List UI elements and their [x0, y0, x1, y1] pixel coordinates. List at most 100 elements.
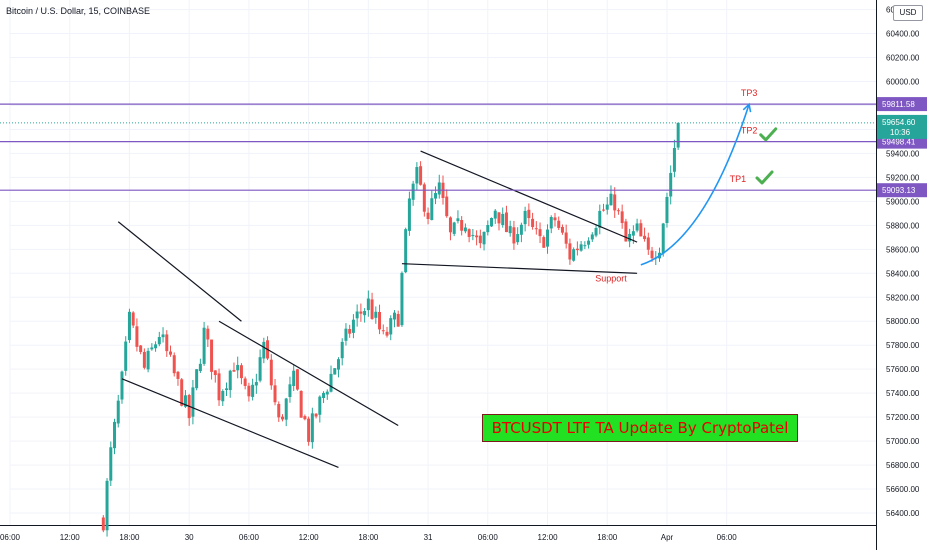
candle-body	[426, 212, 430, 220]
price-tick-label: 57200.00	[886, 413, 920, 422]
price-tick-label: 58400.00	[886, 269, 920, 278]
candle-body	[598, 210, 602, 228]
price-tick-label: 58600.00	[886, 245, 920, 254]
candle-body	[206, 328, 210, 340]
candle-body	[314, 413, 318, 417]
price-tick-label: 60400.00	[886, 30, 920, 39]
symbol-title: Bitcoin / U.S. Dollar, 15, COINBASE	[6, 6, 151, 16]
candle-body	[161, 334, 165, 338]
trendline	[218, 320, 399, 427]
candle-body	[475, 235, 479, 238]
candle-body	[407, 198, 411, 231]
currency-button[interactable]: USD	[893, 5, 923, 21]
countdown-label: 10:36	[890, 128, 911, 137]
candle-body	[172, 355, 176, 374]
candle-body	[434, 193, 438, 199]
candle-body	[568, 243, 572, 260]
candle-body	[602, 209, 606, 211]
candle-body	[142, 351, 146, 368]
candle-body	[295, 369, 299, 390]
price-tick-label: 60000.00	[886, 78, 920, 87]
candle-body	[269, 359, 273, 386]
price-tick-label: 58200.00	[886, 293, 920, 302]
trendline	[117, 221, 242, 322]
candle-body	[254, 382, 258, 386]
candle-body	[303, 416, 307, 420]
candle-body	[381, 330, 385, 332]
candle-body	[490, 217, 494, 227]
price-tick-label: 59400.00	[886, 149, 920, 158]
price-tick-label: 59200.00	[886, 173, 920, 182]
candle-body	[482, 231, 486, 245]
candle-body	[646, 237, 650, 250]
candle-body	[437, 182, 441, 195]
candle-body	[639, 223, 643, 237]
candle-body	[325, 391, 329, 395]
candle-body	[512, 227, 516, 244]
candle-body	[154, 344, 158, 349]
level-price-label: 59093.13	[882, 186, 916, 195]
candle-body	[560, 226, 564, 233]
candle-body	[583, 245, 587, 247]
projection-arrowhead	[742, 102, 752, 113]
candle-body	[643, 235, 647, 240]
check-icon	[759, 127, 778, 142]
candle-body	[359, 311, 363, 314]
candle-body	[221, 390, 225, 402]
candle-body	[370, 299, 374, 319]
candle-body	[310, 413, 314, 443]
candle-body	[135, 326, 139, 347]
candle-body	[546, 229, 550, 247]
candle-body	[493, 210, 497, 219]
candle-body	[318, 396, 322, 415]
candle-body	[113, 421, 117, 449]
candle-body	[351, 319, 355, 333]
time-tick-label: 18:00	[358, 533, 379, 542]
candle-body	[101, 517, 105, 531]
candle-body	[400, 272, 404, 326]
candle-body	[650, 250, 654, 259]
candle-body	[124, 341, 128, 371]
candle-body	[392, 312, 396, 320]
candle-body	[176, 371, 180, 379]
candle-body	[534, 228, 538, 230]
candle-body	[587, 240, 591, 245]
candle-body	[497, 212, 501, 224]
candle-body	[385, 331, 389, 336]
price-tick-label: 58000.00	[886, 317, 920, 326]
candle-body	[452, 222, 456, 234]
candle-body	[232, 370, 236, 372]
candle-body	[210, 339, 214, 372]
price-tick-label: 59000.00	[886, 197, 920, 206]
candle-body	[564, 232, 568, 244]
candle-body	[374, 311, 378, 318]
candle-body	[355, 311, 359, 319]
candle-body	[277, 403, 281, 418]
candle-body	[169, 351, 173, 355]
candle-body	[109, 447, 113, 481]
time-tick-label: 18:00	[597, 533, 618, 542]
candle-body	[251, 384, 255, 397]
candle-body	[661, 223, 665, 254]
candle-body	[635, 223, 639, 231]
candle-body	[292, 370, 296, 387]
candle-body	[549, 217, 553, 229]
candle-body	[609, 193, 613, 206]
candle-body	[195, 369, 199, 389]
level-price-tag	[877, 183, 927, 198]
candle-body	[456, 218, 460, 222]
price-tick-label: 58800.00	[886, 221, 920, 230]
candle-body	[247, 385, 251, 397]
candle-body	[273, 385, 277, 403]
candle-body	[613, 194, 617, 211]
price-tick-label: 57800.00	[886, 341, 920, 350]
current-price-tag	[877, 114, 927, 139]
candle-body	[225, 388, 228, 391]
candle-body	[448, 217, 452, 233]
candle-body	[307, 418, 311, 442]
candle-body	[236, 364, 240, 371]
candle-body	[575, 248, 579, 251]
time-tick-label: 06:00	[239, 533, 260, 542]
